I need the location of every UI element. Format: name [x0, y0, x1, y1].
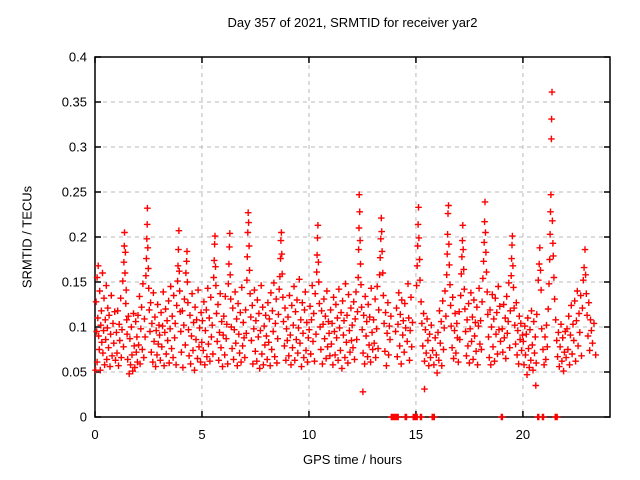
y-tick-label: 0.35 — [62, 95, 87, 110]
y-tick-label: 0.4 — [69, 50, 87, 65]
chart-title: Day 357 of 2021, SRMTID for receiver yar… — [227, 15, 478, 30]
y-tick-label: 0.2 — [69, 230, 87, 245]
x-axis-label: GPS time / hours — [303, 452, 402, 467]
x-tick-label: 0 — [91, 427, 98, 442]
data-points — [92, 88, 599, 421]
y-tick-label: 0.25 — [62, 185, 87, 200]
x-tick-label: 5 — [198, 427, 205, 442]
y-tick-label: 0.05 — [62, 365, 87, 380]
x-tick-label: 20 — [516, 427, 530, 442]
y-tick-label: 0 — [80, 410, 87, 425]
y-tick-label: 0.15 — [62, 275, 87, 290]
y-tick-label: 0.3 — [69, 140, 87, 155]
x-tick-label: 15 — [409, 427, 423, 442]
x-tick-label: 10 — [302, 427, 316, 442]
y-tick-label: 0.1 — [69, 320, 87, 335]
